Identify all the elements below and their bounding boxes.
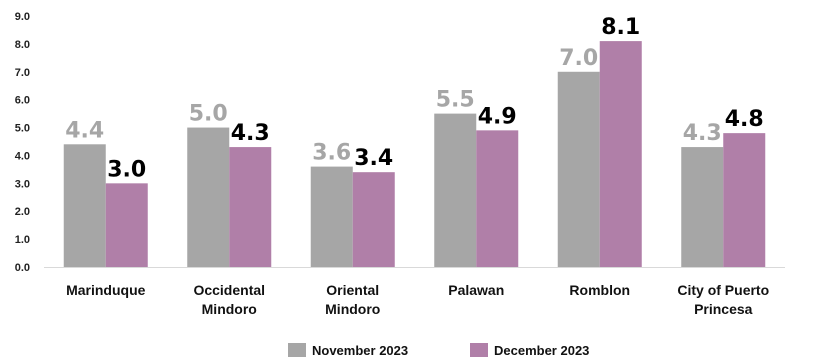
category-label: Palawan xyxy=(448,282,504,298)
data-label: 4.4 xyxy=(65,118,104,143)
y-tick-label: 8.0 xyxy=(15,39,30,51)
y-tick-label: 7.0 xyxy=(15,67,30,79)
bar-december xyxy=(599,41,642,267)
y-tick-label: 3.0 xyxy=(15,178,30,190)
y-tick-label: 4.0 xyxy=(15,150,30,162)
bar-november xyxy=(187,127,230,267)
y-tick-label: 0.0 xyxy=(15,262,30,274)
bar-november xyxy=(681,147,724,267)
category-label: Oriental Mindoro xyxy=(325,282,380,317)
y-tick-label: 9.0 xyxy=(15,11,30,23)
category-label: Marinduque xyxy=(66,282,146,298)
data-label: 4.3 xyxy=(231,121,270,146)
legend-label: December 2023 xyxy=(494,343,589,358)
legend-label: November 2023 xyxy=(312,343,408,358)
y-tick-label: 2.0 xyxy=(15,206,30,218)
data-label: 3.0 xyxy=(107,157,146,182)
y-tick-label: 6.0 xyxy=(15,95,30,107)
legend: November 2023 December 2023 xyxy=(288,343,589,358)
bar-november xyxy=(310,166,353,267)
data-label: 4.9 xyxy=(478,104,517,129)
y-tick-label: 1.0 xyxy=(15,234,30,246)
x-axis: Marinduque Occidental Mindoro Oriental Mindo… xyxy=(44,267,785,317)
bar-december xyxy=(229,147,272,267)
data-label: 7.0 xyxy=(559,46,598,71)
bar-december xyxy=(723,133,766,267)
data-label: 3.6 xyxy=(312,141,351,166)
y-tick-label: 5.0 xyxy=(15,123,30,135)
data-label: 5.0 xyxy=(189,102,228,127)
data-label: 4.8 xyxy=(725,107,764,132)
category-label: Occidental Mindoro xyxy=(193,282,265,317)
bar-november xyxy=(557,71,600,268)
bar-december xyxy=(105,183,148,267)
bar-december xyxy=(476,130,519,267)
legend-swatch xyxy=(288,343,306,357)
y-axis: 0.0 1.0 2.0 3.0 4.0 5.0 6.0 7.0 8.0 9.0 xyxy=(15,11,30,274)
data-label: 5.5 xyxy=(436,88,475,113)
category-label: City of Puerto Princesa xyxy=(677,282,769,317)
data-label: 4.3 xyxy=(683,121,722,146)
data-label: 3.4 xyxy=(354,146,393,171)
bar-november xyxy=(63,144,106,267)
legend-swatch xyxy=(470,343,488,357)
data-label: 8.1 xyxy=(601,15,640,40)
bars: 4.43.05.04.33.6 3.45.54.97.08.14.34.8 xyxy=(63,15,766,268)
bar-december xyxy=(352,172,395,267)
bar-november xyxy=(434,113,477,267)
category-label: Romblon xyxy=(569,282,630,298)
